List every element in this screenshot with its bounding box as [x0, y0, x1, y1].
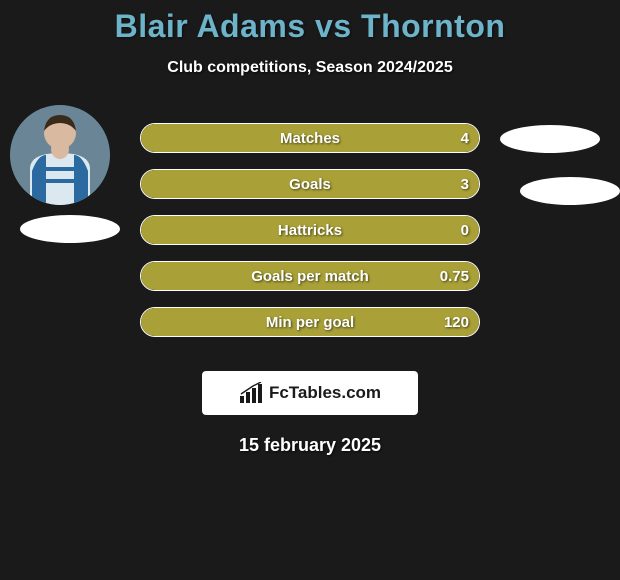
stat-row-min-per-goal: Min per goal 120: [140, 307, 480, 337]
stat-label: Min per goal: [141, 308, 479, 336]
comparison-card: Blair Adams vs Thornton Club competition…: [0, 0, 620, 456]
brand-badge: FcTables.com: [202, 371, 418, 415]
stat-value: 0: [461, 216, 469, 244]
page-title: Blair Adams vs Thornton: [0, 8, 620, 45]
player-left-avatar: [10, 105, 110, 205]
stat-row-hattricks: Hattricks 0: [140, 215, 480, 245]
stat-value: 4: [461, 124, 469, 152]
stat-label: Goals: [141, 170, 479, 198]
date-label: 15 february 2025: [0, 435, 620, 456]
stat-label: Goals per match: [141, 262, 479, 290]
content-area: Matches 4 Goals 3 Hattricks 0 Goals per …: [0, 105, 620, 365]
avatar-circle: [10, 105, 110, 205]
stat-label: Matches: [141, 124, 479, 152]
stat-row-matches: Matches 4: [140, 123, 480, 153]
stat-label: Hattricks: [141, 216, 479, 244]
player-right-avatar-placeholder: [500, 125, 600, 153]
player-right-name-placeholder: [520, 177, 620, 205]
stat-value: 0.75: [440, 262, 469, 290]
fctables-logo-icon: [239, 382, 265, 404]
stat-value: 3: [461, 170, 469, 198]
player-avatar-icon: [10, 105, 110, 205]
stat-row-goals: Goals 3: [140, 169, 480, 199]
brand-text: FcTables.com: [269, 383, 381, 403]
subtitle: Club competitions, Season 2024/2025: [0, 59, 620, 77]
stat-value: 120: [444, 308, 469, 336]
stats-bars: Matches 4 Goals 3 Hattricks 0 Goals per …: [140, 123, 480, 353]
player-left-name-placeholder: [20, 215, 120, 243]
stat-row-goals-per-match: Goals per match 0.75: [140, 261, 480, 291]
